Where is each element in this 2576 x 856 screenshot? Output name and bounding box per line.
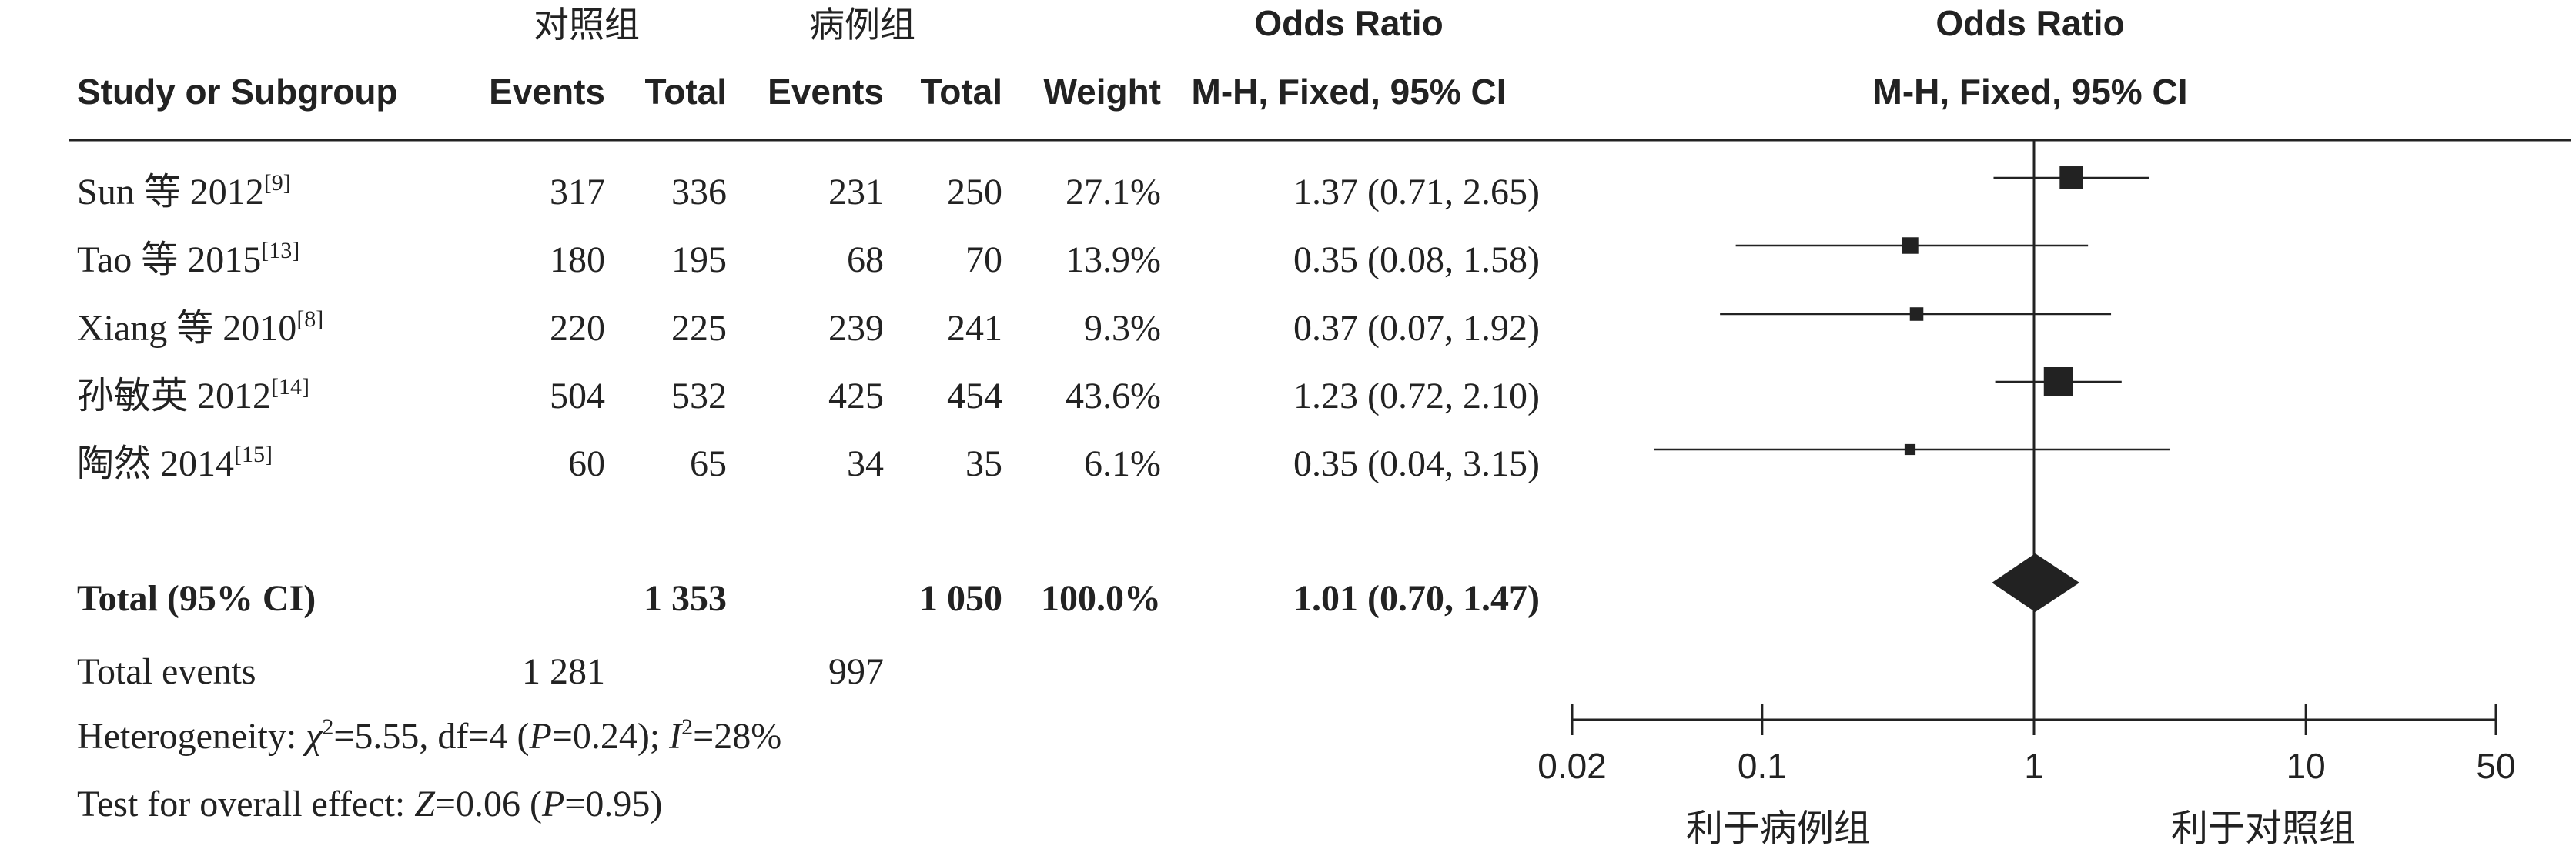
study-rows: Sun 等 2012[9] 317 336 231 250 27.1% 1.37 (0.71… (77, 170, 1540, 484)
total-events-2: 997 (828, 651, 884, 692)
study-total1: 336 (671, 172, 727, 212)
study-point-estimate (1904, 443, 1916, 456)
study-row: Sun 等 2012[9] 317 336 231 250 27.1% 1.37 (0.71… (77, 170, 1540, 212)
events2-column-header: Events (768, 72, 884, 112)
study-reference: [13] (261, 238, 299, 263)
study-ci: 0.35 (0.08, 1.58) (1293, 239, 1540, 280)
study-name: Xiang 等 2010[8] (77, 306, 323, 349)
study-ci: 1.37 (0.71, 2.65) (1293, 172, 1540, 212)
study-weight: 27.1% (1066, 172, 1161, 212)
events1-column-header: Events (489, 72, 605, 112)
study-column-header: Study or Subgroup (77, 72, 398, 112)
odds-ratio-column-title: Odds Ratio (1254, 3, 1443, 43)
case-group-header: 病例组 (809, 4, 915, 45)
or-method-column-header: M-H, Fixed, 95% CI (1192, 72, 1507, 112)
pooled-estimate-diamond (1992, 553, 2080, 612)
study-point-estimate (2043, 367, 2073, 396)
total2-column-header: Total (921, 72, 1002, 112)
x-tick-label: 50 (2476, 746, 2515, 786)
study-total2: 250 (947, 172, 1002, 212)
total-row-total1: 1 353 (644, 578, 727, 619)
favours-left-label: 利于病例组 (1686, 807, 1871, 850)
study-row: 陶然 2014[15] 60 65 34 35 6.1% 0.35 (0.04, 3.15) (77, 442, 1540, 484)
study-events2: 231 (828, 172, 884, 212)
x-tick-label: 1 (2024, 746, 2044, 786)
study-events2: 68 (847, 239, 884, 280)
total-row-weight: 100.0% (1041, 578, 1161, 619)
favours-right-label: 利于对照组 (2171, 807, 2356, 850)
x-tick-label: 10 (2287, 746, 2326, 786)
x-tick-label: 0.02 (1537, 746, 1607, 786)
study-row: Xiang 等 2010[8] 220 225 239 241 9.3% 0.37 (0.0… (77, 306, 1540, 349)
study-name: 陶然 2014[15] (77, 442, 273, 484)
plot-method-header: M-H, Fixed, 95% CI (1873, 72, 2188, 112)
study-ci: 0.37 (0.07, 1.92) (1293, 308, 1540, 349)
study-total2: 70 (965, 239, 1002, 280)
study-events2: 34 (847, 443, 884, 484)
study-ci: 1.23 (0.72, 2.10) (1293, 376, 1540, 416)
study-events2: 239 (828, 308, 884, 349)
total-row-ci: 1.01 (0.70, 1.47) (1293, 578, 1540, 619)
total-events-1: 1 281 (522, 651, 605, 692)
study-ci: 0.35 (0.04, 3.15) (1293, 443, 1540, 484)
study-total1: 532 (671, 376, 727, 416)
study-point-estimate (1902, 237, 1919, 254)
study-total2: 454 (947, 376, 1002, 416)
plot-title: Odds Ratio (1935, 3, 2124, 43)
study-events2: 425 (828, 376, 884, 416)
study-row: 孙敏英 2012[14] 504 532 425 454 43.6% 1.23 (0.72,… (77, 374, 1540, 416)
study-total1: 225 (671, 308, 727, 349)
study-events1: 180 (550, 239, 605, 280)
study-events1: 60 (568, 443, 605, 484)
study-reference: [14] (271, 374, 309, 400)
study-total2: 241 (947, 308, 1002, 349)
study-weight: 6.1% (1084, 443, 1161, 484)
study-events1: 504 (550, 376, 605, 416)
study-point-estimate (1909, 307, 1924, 321)
study-name: 孙敏英 2012[14] (77, 374, 309, 416)
study-reference: [8] (296, 306, 323, 332)
study-weight: 9.3% (1084, 308, 1161, 349)
weight-column-header: Weight (1044, 72, 1161, 112)
total-events-label: Total events (77, 651, 256, 692)
study-weight: 43.6% (1066, 376, 1161, 416)
study-total1: 65 (690, 443, 727, 484)
forest-plot-marks: 0.02 0.1 1 10 50 (1537, 140, 2516, 786)
control-group-header: 对照组 (534, 4, 640, 45)
overall-effect-text: Test for overall effect: Z=0.06 (P=0.95) (77, 784, 662, 824)
study-total1: 195 (671, 239, 727, 280)
total1-column-header: Total (645, 72, 727, 112)
study-total2: 35 (965, 443, 1002, 484)
study-name: Sun 等 2012[9] (77, 170, 291, 212)
study-row: Tao 等 2015[13] 180 195 68 70 13.9% 0.35 (0.08,… (77, 238, 1540, 280)
study-events1: 220 (550, 308, 605, 349)
study-reference: [9] (264, 170, 291, 196)
total-row-label: Total (95% CI) (77, 578, 316, 619)
total-row-total2: 1 050 (919, 578, 1002, 619)
heterogeneity-text: Heterogeneity: χ2=5.55, df=4 (P=0.24); I… (77, 714, 781, 757)
study-events1: 317 (550, 172, 605, 212)
study-weight: 13.9% (1066, 239, 1161, 280)
x-tick-label: 0.1 (1738, 746, 1787, 786)
total-row: Total (95% CI) 1 353 1 050 100.0% 1.01 (… (77, 578, 1540, 619)
study-reference: [15] (234, 442, 273, 467)
study-point-estimate (2059, 166, 2083, 189)
study-name: Tao 等 2015[13] (77, 238, 299, 280)
total-events-row: Total events 1 281 997 (77, 651, 884, 692)
